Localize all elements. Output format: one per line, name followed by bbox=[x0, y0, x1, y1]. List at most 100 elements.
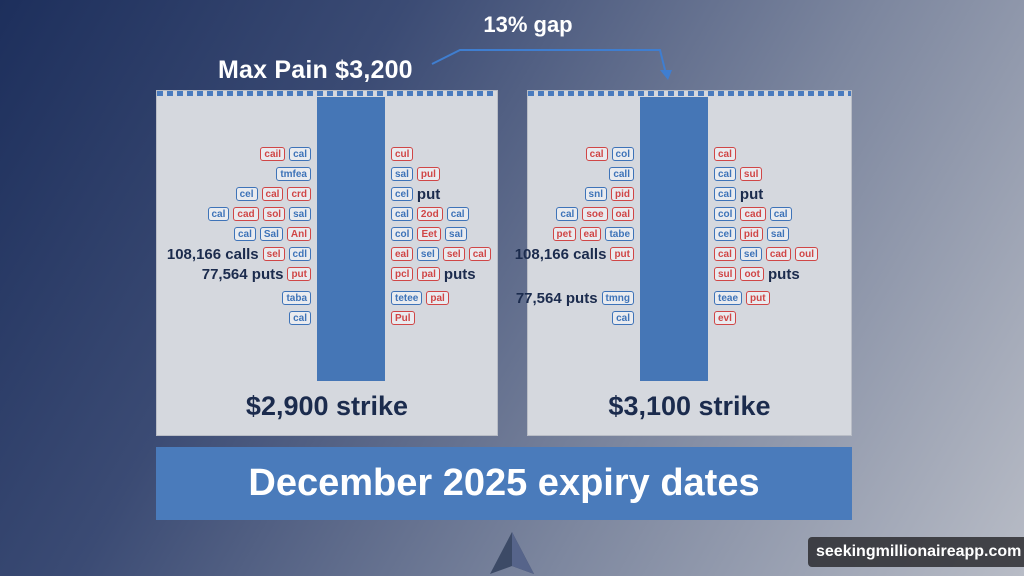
calls-count-label: 108,166 calls bbox=[514, 245, 607, 263]
put-option-tag: 2od bbox=[416, 207, 443, 221]
put-option-tag: evl bbox=[714, 311, 736, 325]
ethereum-logo-icon bbox=[490, 532, 534, 574]
put-option-tag: cul bbox=[391, 147, 414, 161]
left-tag-row: 108,166 calls put bbox=[515, 245, 634, 263]
right-tag-row: evl bbox=[714, 309, 736, 327]
right-tag-row: pcl pal puts bbox=[391, 265, 476, 283]
right-tag-row: teae put bbox=[714, 289, 770, 307]
put-option-tag: cal bbox=[261, 187, 284, 201]
puts-count-label: 77,564 puts bbox=[515, 289, 598, 307]
right-tag-row: col Eet sal bbox=[391, 225, 467, 243]
right-tag-row: cel pid sal bbox=[714, 225, 789, 243]
call-option-tag: Sal bbox=[259, 227, 283, 241]
right-tag-row: sul oot puts bbox=[714, 265, 800, 283]
call-option-tag: cel bbox=[714, 227, 736, 241]
strike-label: $2,900 strike bbox=[245, 391, 409, 421]
put-option-tag: oul bbox=[795, 247, 819, 261]
call-option-tag: taba bbox=[282, 291, 311, 305]
call-option-tag: tmng bbox=[601, 291, 634, 305]
right-tag-row: cal sel cad oul bbox=[714, 245, 819, 263]
left-tag-row: taba bbox=[282, 289, 311, 307]
right-tag-row: cal put bbox=[714, 185, 763, 203]
put-option-tag: cal bbox=[714, 147, 736, 161]
put-option-tag: cal bbox=[714, 247, 736, 261]
right-tag-row: sal pul bbox=[391, 165, 440, 183]
call-option-tag: cal bbox=[207, 207, 230, 221]
call-option-tag: cal bbox=[289, 147, 311, 161]
put-option-tag: soe bbox=[582, 207, 608, 221]
call-option-tag: teae bbox=[714, 291, 743, 305]
put-option-tag: eal bbox=[579, 227, 602, 241]
put-option-tag: sel bbox=[262, 247, 285, 261]
put-text-label: put bbox=[739, 185, 764, 203]
put-option-tag: cal bbox=[468, 247, 491, 261]
puts-count-label: 77,564 puts bbox=[201, 265, 284, 283]
put-option-tag: oot bbox=[740, 267, 764, 281]
put-option-tag: eal bbox=[391, 247, 413, 261]
gap-label: 13% gap bbox=[483, 12, 573, 37]
panel-top-dashes bbox=[528, 91, 851, 96]
put-option-tag: Pul bbox=[391, 311, 415, 325]
put-option-tag: oal bbox=[611, 207, 634, 221]
calls-count-label: 108,166 calls bbox=[166, 245, 259, 263]
call-option-tag: cal bbox=[556, 207, 579, 221]
call-option-tag: tabe bbox=[605, 227, 634, 241]
left-tag-row: cail cal bbox=[260, 145, 311, 163]
call-option-tag: tetee bbox=[391, 291, 423, 305]
right-tag-row: col cad cal bbox=[714, 205, 792, 223]
left-tag-row: call bbox=[609, 165, 634, 183]
call-option-tag: cdl bbox=[288, 247, 311, 261]
call-option-tag: sal bbox=[391, 167, 413, 181]
gap-arrow-icon bbox=[431, 49, 672, 80]
call-option-tag: cal bbox=[233, 227, 256, 241]
call-option-tag: sal bbox=[289, 207, 311, 221]
expiry-banner: December 2025 expiry dates bbox=[156, 447, 852, 520]
left-tag-row: cal cad sol sal bbox=[207, 205, 311, 223]
call-option-tag: cal bbox=[391, 207, 413, 221]
call-option-tag: col bbox=[611, 147, 634, 161]
put-option-tag: sel bbox=[442, 247, 465, 261]
right-tag-row: cel put bbox=[391, 185, 440, 203]
put-option-tag: Eet bbox=[417, 227, 442, 241]
call-option-tag: sal bbox=[445, 227, 467, 241]
call-option-tag: cal bbox=[446, 207, 469, 221]
call-option-tag: cal bbox=[769, 207, 792, 221]
put-text-label: put bbox=[416, 185, 441, 203]
put-option-tag: put bbox=[746, 291, 770, 305]
put-option-tag: crd bbox=[287, 187, 311, 201]
left-tag-row: 77,564 puts put bbox=[202, 265, 311, 283]
left-tag-row: cel cal crd bbox=[235, 185, 311, 203]
watermark: seekingmillionaireapp.com bbox=[808, 537, 1024, 567]
put-option-tag: pal bbox=[426, 291, 449, 305]
call-option-tag: cal bbox=[714, 167, 736, 181]
call-option-tag: cel bbox=[391, 187, 413, 201]
right-tag-row: cul bbox=[391, 145, 414, 163]
put-option-tag: cal bbox=[585, 147, 608, 161]
put-option-tag: put bbox=[610, 247, 634, 261]
puts-text-label: puts bbox=[768, 265, 800, 283]
put-option-tag: pid bbox=[739, 227, 763, 241]
right-tag-row: tetee pal bbox=[391, 289, 449, 307]
call-option-tag: tmfea bbox=[276, 167, 311, 181]
put-option-tag: sol bbox=[262, 207, 286, 221]
call-option-tag: col bbox=[714, 207, 737, 221]
put-option-tag: cail bbox=[260, 147, 286, 161]
left-tag-row: pet eal tabe bbox=[552, 225, 634, 243]
strike-bar bbox=[317, 97, 385, 381]
call-option-tag: cal bbox=[289, 311, 311, 325]
strike-panel-2900: $2,900 strike cail cal tmfea cel cal crd cal ca… bbox=[156, 90, 498, 436]
left-tag-row: tmfea bbox=[276, 165, 311, 183]
put-option-tag: pid bbox=[611, 187, 634, 201]
put-option-tag: pal bbox=[417, 267, 440, 281]
call-option-tag: sal bbox=[766, 227, 789, 241]
call-option-tag: sel bbox=[416, 247, 439, 261]
call-option-tag: cel bbox=[235, 187, 258, 201]
put-option-tag: cad bbox=[233, 207, 259, 221]
left-tag-row: cal bbox=[289, 309, 311, 327]
put-option-tag: pet bbox=[552, 227, 576, 241]
put-option-tag: cad bbox=[765, 247, 792, 261]
call-option-tag: call bbox=[609, 167, 634, 181]
strike-label: $3,100 strike bbox=[608, 391, 771, 421]
call-option-tag: cal bbox=[612, 311, 634, 325]
max-pain-label: Max Pain $3,200 bbox=[218, 56, 413, 84]
